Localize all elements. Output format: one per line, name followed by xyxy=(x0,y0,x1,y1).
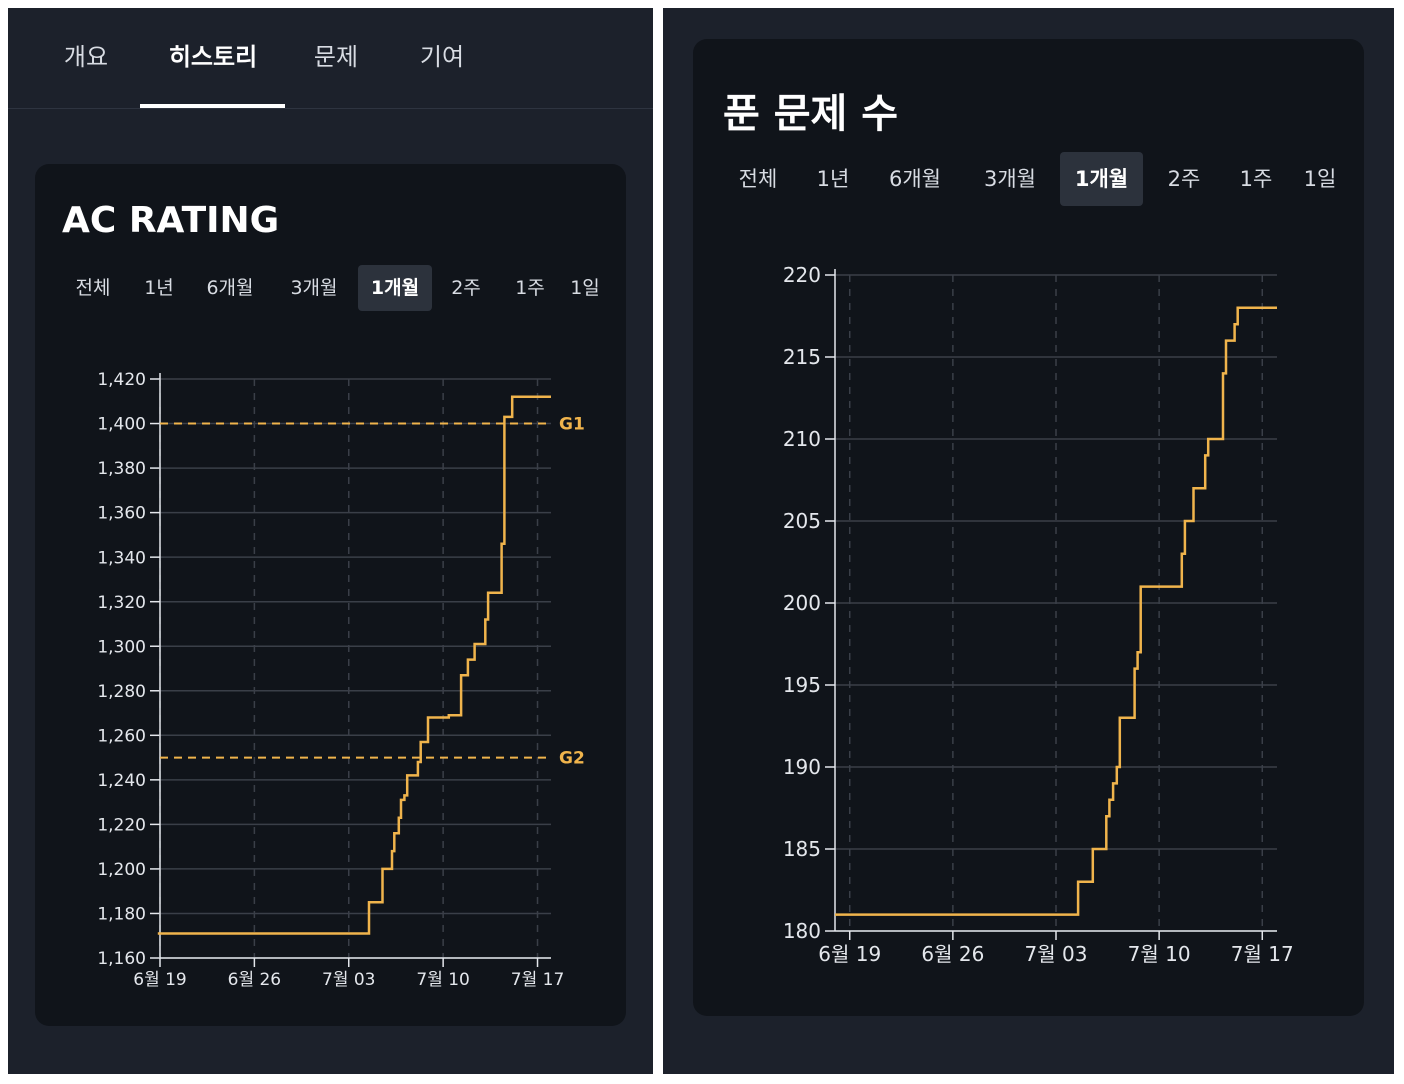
solved-count-chart: 180 185 190 195 200 205 210 215 220 6월 19 6월 26 7월 … xyxy=(783,263,1294,966)
solved-count-ytick-label: 215 xyxy=(783,345,821,369)
ac-rating-xtick-label: 7월 10 xyxy=(416,970,470,990)
tab-contributions[interactable]: 기여 xyxy=(419,43,465,71)
ac-rating-ytick-label: 1,280 xyxy=(97,682,146,702)
ac-rating-xtick-label: 6월 19 xyxy=(133,970,187,990)
ac-rating-range-2w[interactable]: 2주 xyxy=(451,277,481,299)
ac-rating-ytick-label: 1,260 xyxy=(97,726,146,746)
ac-rating-ytick-label: 1,420 xyxy=(97,370,146,390)
solved-count-ytick-label: 210 xyxy=(783,427,821,451)
solved-count-ytick-label: 180 xyxy=(783,919,821,943)
solved-count-range-3m[interactable]: 3개월 xyxy=(983,167,1036,191)
solved-count-xtick-label: 6월 26 xyxy=(921,942,984,966)
solved-count-range-1y[interactable]: 1년 xyxy=(816,167,850,191)
ac-rating-ytick-label: 1,340 xyxy=(97,548,146,568)
ac-rating-xtick-label: 6월 26 xyxy=(228,970,282,990)
solved-count-title: 푼 문제 수 xyxy=(723,91,899,137)
ac-rating-series-line xyxy=(157,395,551,935)
solved-count-xtick-label: 7월 03 xyxy=(1025,942,1088,966)
ac-rating-range-6m[interactable]: 6개월 xyxy=(206,277,254,299)
ac-rating-ytick-label: 1,160 xyxy=(97,949,146,969)
solved-count-ytick-label: 200 xyxy=(783,591,821,615)
solved-count-range-1m[interactable]: 1개월 xyxy=(1060,152,1143,206)
ac-rating-ytick-label: 1,400 xyxy=(97,415,146,435)
ac-rating-xtick-label: 7월 03 xyxy=(322,970,376,990)
ac-rating-ytick-label: 1,180 xyxy=(97,905,146,925)
solved-count-ytick-label: 195 xyxy=(783,673,821,697)
ac-rating-card: AC RATING 전체 1년 6개월 3개월 1개월 2주 1주 1일 1,160 1,180… xyxy=(35,164,626,1026)
ac-rating-panel: 개요 히스토리 문제 기여 AC RATING 전체 1년 6개월 3개월 1개월 2주 1… xyxy=(8,8,653,1074)
ac-rating-ytick-label: 1,300 xyxy=(97,637,146,657)
ac-rating-tier-label-g1: G1 xyxy=(559,415,585,435)
ac-rating-ytick-label: 1,220 xyxy=(97,816,146,836)
solved-count-ytick-label: 205 xyxy=(783,509,821,533)
ac-rating-range-all[interactable]: 전체 xyxy=(75,277,111,299)
ac-rating-ytick-label: 1,200 xyxy=(97,860,146,880)
solved-count-xtick-label: 7월 10 xyxy=(1128,942,1191,966)
ac-rating-range-1d[interactable]: 1일 xyxy=(570,277,600,299)
solved-count-xtick-label: 7월 17 xyxy=(1231,942,1294,966)
solved-count-range-6m[interactable]: 6개월 xyxy=(888,167,941,191)
solved-count-card: 푼 문제 수 전체 1년 6개월 3개월 1개월 2주 1주 1일 180 185 190 195 2… xyxy=(693,39,1364,1016)
ac-rating-chart: 1,160 1,180 1,200 1,220 1,240 1,260 1,280 1,300… xyxy=(97,370,585,990)
solved-count-panel: 푼 문제 수 전체 1년 6개월 3개월 1개월 2주 1주 1일 180 185 190 195 2… xyxy=(663,8,1394,1074)
ac-rating-range-1m[interactable]: 1개월 xyxy=(358,265,432,311)
active-tab-underline xyxy=(140,104,285,108)
ac-rating-xtick-label: 7월 17 xyxy=(511,970,565,990)
tab-history[interactable]: 히스토리 xyxy=(168,43,258,71)
solved-count-range-all[interactable]: 전체 xyxy=(738,167,778,191)
ac-rating-title: AC RATING xyxy=(62,200,280,241)
ac-rating-tier-label-g2: G2 xyxy=(559,749,585,769)
ac-rating-ytick-label: 1,240 xyxy=(97,771,146,791)
ac-rating-ytick-label: 1,360 xyxy=(97,504,146,524)
ac-rating-ytick-label: 1,380 xyxy=(97,459,146,479)
solved-count-xtick-label: 6월 19 xyxy=(818,942,881,966)
solved-count-ytick-label: 185 xyxy=(783,837,821,861)
profile-tab-bar: 개요 히스토리 문제 기여 xyxy=(8,8,653,109)
ac-rating-range-1w[interactable]: 1주 xyxy=(515,277,545,299)
solved-count-ytick-label: 220 xyxy=(783,263,821,287)
tab-problems[interactable]: 문제 xyxy=(313,43,359,71)
solved-count-range-1w[interactable]: 1주 xyxy=(1239,167,1273,191)
ac-rating-ytick-label: 1,320 xyxy=(97,593,146,613)
ac-rating-range-1y[interactable]: 1년 xyxy=(144,277,174,299)
solved-count-series-line xyxy=(835,306,1277,916)
solved-count-ytick-label: 190 xyxy=(783,755,821,779)
solved-count-range-2w[interactable]: 2주 xyxy=(1167,167,1201,191)
ac-rating-range-3m[interactable]: 3개월 xyxy=(290,277,338,299)
tab-overview[interactable]: 개요 xyxy=(63,43,109,71)
solved-count-range-1d[interactable]: 1일 xyxy=(1303,167,1337,191)
